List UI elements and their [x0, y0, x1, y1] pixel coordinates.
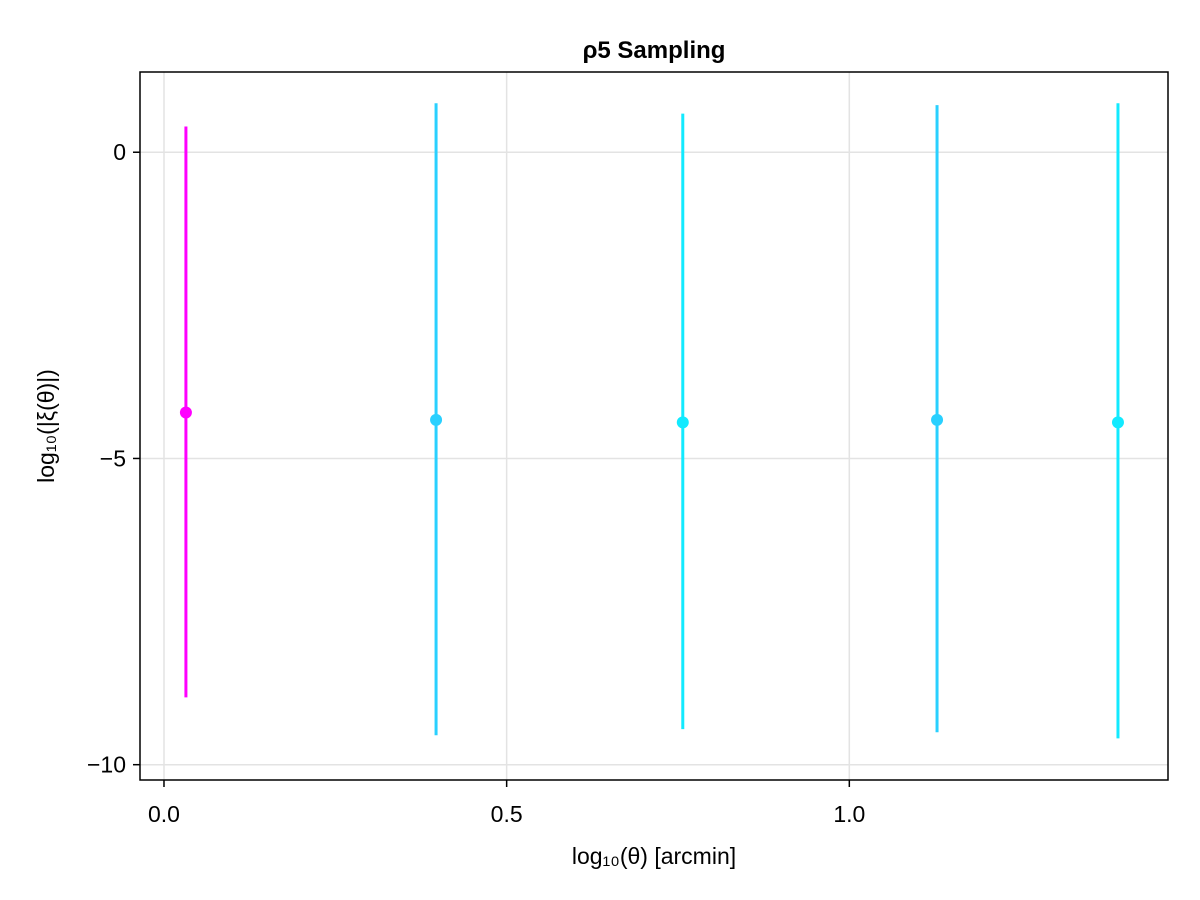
x-axis-label: log₁₀(θ) [arcmin]: [572, 843, 736, 869]
data-point: [179, 406, 192, 419]
grid: [140, 72, 1168, 780]
x-tick-label: 0.0: [148, 801, 180, 827]
data-point: [430, 413, 443, 426]
axis-ticks: 0.0 0.5 1.0 0 −5 −10: [87, 139, 865, 827]
data-point: [931, 413, 944, 426]
y-axis-label: log₁₀(|ξ(θ)|): [33, 369, 59, 483]
y-tick-label: −10: [87, 752, 126, 778]
x-tick-label: 0.5: [491, 801, 523, 827]
plot-frame: [139, 71, 1169, 781]
data-point: [1111, 416, 1124, 429]
y-tick-label: −5: [100, 445, 126, 471]
chart-title: ρ5 Sampling: [583, 37, 726, 64]
data-point: [676, 416, 689, 429]
data-marks: [179, 103, 1124, 739]
y-tick-label: 0: [113, 139, 126, 165]
x-tick-label: 1.0: [833, 801, 865, 827]
